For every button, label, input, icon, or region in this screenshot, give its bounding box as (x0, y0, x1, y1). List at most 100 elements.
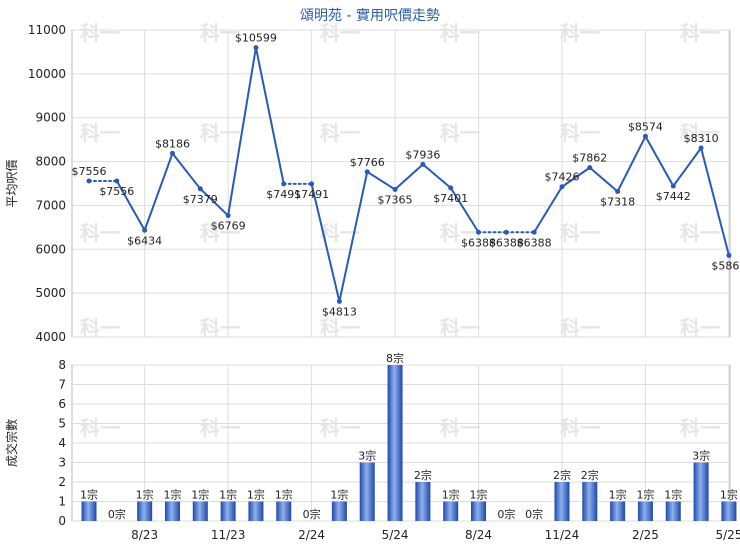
price-point (309, 181, 315, 187)
count-bar (276, 501, 292, 521)
count-bar (415, 482, 431, 521)
watermark-text: 科一 (80, 221, 120, 245)
watermark-text: 科一 (320, 316, 360, 340)
price-line-segment (115, 180, 146, 231)
price-line-segment (199, 188, 229, 217)
price-point (615, 188, 621, 194)
count-data-label: 2宗 (414, 468, 432, 482)
price-point (698, 145, 704, 151)
watermark-text: 科一 (200, 121, 240, 145)
watermark-text: 科一 (80, 21, 120, 45)
price-line-segment (449, 187, 480, 233)
count-bar (137, 501, 153, 521)
watermark-text: 科一 (80, 316, 120, 340)
price-data-label: $7426 (544, 171, 579, 184)
price-line-segment (143, 153, 174, 231)
watermark-text: 科一 (440, 316, 480, 340)
price-data-label: $6388 (517, 236, 552, 249)
price-data-label: $8574 (628, 120, 663, 133)
price-y-tick-label: 9000 (35, 111, 66, 125)
price-data-label: $7766 (350, 156, 385, 169)
price-line-segment (672, 147, 702, 187)
price-point (531, 229, 537, 235)
price-data-label: $4813 (322, 305, 357, 318)
price-data-label: $7936 (405, 148, 440, 161)
price-data-label: $7556 (72, 165, 107, 178)
count-bar (637, 501, 653, 521)
price-y-tick-label: 11000 (28, 23, 66, 37)
price-data-label: $6388 (461, 236, 496, 249)
watermark-text: 科一 (320, 121, 360, 145)
price-point (392, 186, 398, 192)
price-line-segment (561, 166, 591, 188)
price-data-label: $7401 (433, 192, 468, 205)
price-data-label: $6769 (211, 220, 246, 233)
count-bar (164, 501, 180, 521)
price-point (642, 133, 648, 139)
price-point (670, 183, 676, 189)
count-y-tick-label: 1 (58, 495, 66, 509)
count-y-tick-label: 5 (58, 417, 66, 431)
price-point (114, 178, 120, 184)
price-line-segment (700, 147, 730, 256)
count-bar (192, 501, 208, 521)
price-line-segment (644, 135, 675, 187)
count-data-label: 1宗 (219, 488, 237, 502)
count-y-tick-label: 6 (58, 397, 66, 411)
price-point (587, 165, 593, 171)
price-data-label: $7379 (183, 193, 218, 206)
count-data-label: 1宗 (163, 488, 181, 502)
price-data-label: $7862 (572, 152, 607, 165)
count-bar (693, 462, 709, 521)
price-line-segment (422, 163, 452, 189)
watermark-text: 科一 (320, 416, 360, 440)
price-point (364, 169, 370, 175)
watermark-text: 科一 (200, 316, 240, 340)
transaction-count-panel: 0 1 2 3 4 5 6 7 8 成交宗數 1宗 0宗 1宗 1宗 1宗 1宗 1宗 1宗 0宗 1宗 3宗 8宗 2宗 1… (4, 351, 738, 528)
count-data-label: 1宗 (80, 488, 98, 502)
price-data-label: $7442 (656, 190, 691, 203)
count-data-label: 1宗 (275, 488, 293, 502)
price-y-tick-label: 10000 (28, 67, 66, 81)
watermark-text: 科一 (680, 121, 720, 145)
count-bar (359, 462, 375, 521)
watermark-text: 科一 (680, 221, 720, 245)
watermark-text: 科一 (320, 21, 360, 45)
price-trend-panel: 4000 5000 6000 7000 8000 9000 10000 11000 平均呎價 $7… (5, 23, 740, 344)
count-y-tick-label: 0 (58, 514, 66, 528)
watermark-text: 科一 (560, 121, 600, 145)
watermark-text: 科一 (440, 416, 480, 440)
x-tick-label: 5/25 (715, 528, 740, 542)
count-y-tick-label: 4 (58, 436, 66, 450)
price-point (420, 161, 426, 167)
price-point (476, 229, 482, 235)
price-y-tick-label: 6000 (35, 242, 66, 256)
count-data-label: 3宗 (692, 449, 710, 463)
watermark-text: 科一 (200, 21, 240, 45)
price-line-segment (589, 166, 619, 193)
x-tick-label: 2/24 (298, 528, 325, 542)
price-y-tick-label: 5000 (35, 286, 66, 300)
price-point (253, 45, 259, 51)
price-point (225, 213, 231, 219)
price-y-tick-label: 7000 (35, 198, 66, 212)
count-y-tick-label: 7 (58, 378, 66, 392)
price-line-segment (310, 183, 341, 302)
price-y-axis-label: 平均呎價 (5, 159, 19, 207)
count-y-tick-label: 8 (58, 358, 66, 372)
count-data-label: 1宗 (720, 488, 738, 502)
count-data-label: 0宗 (108, 507, 126, 521)
count-data-label: 1宗 (136, 488, 154, 502)
price-data-label: $8186 (155, 137, 190, 150)
count-bar (665, 501, 681, 521)
x-tick-label: 5/24 (382, 528, 409, 542)
count-bar (81, 501, 97, 521)
count-bar (248, 501, 264, 521)
watermark-text: 科一 (560, 316, 600, 340)
count-data-label: 1宗 (664, 488, 682, 502)
price-point (86, 178, 92, 184)
count-bar (331, 501, 347, 521)
count-y-tick-label: 2 (58, 475, 66, 489)
